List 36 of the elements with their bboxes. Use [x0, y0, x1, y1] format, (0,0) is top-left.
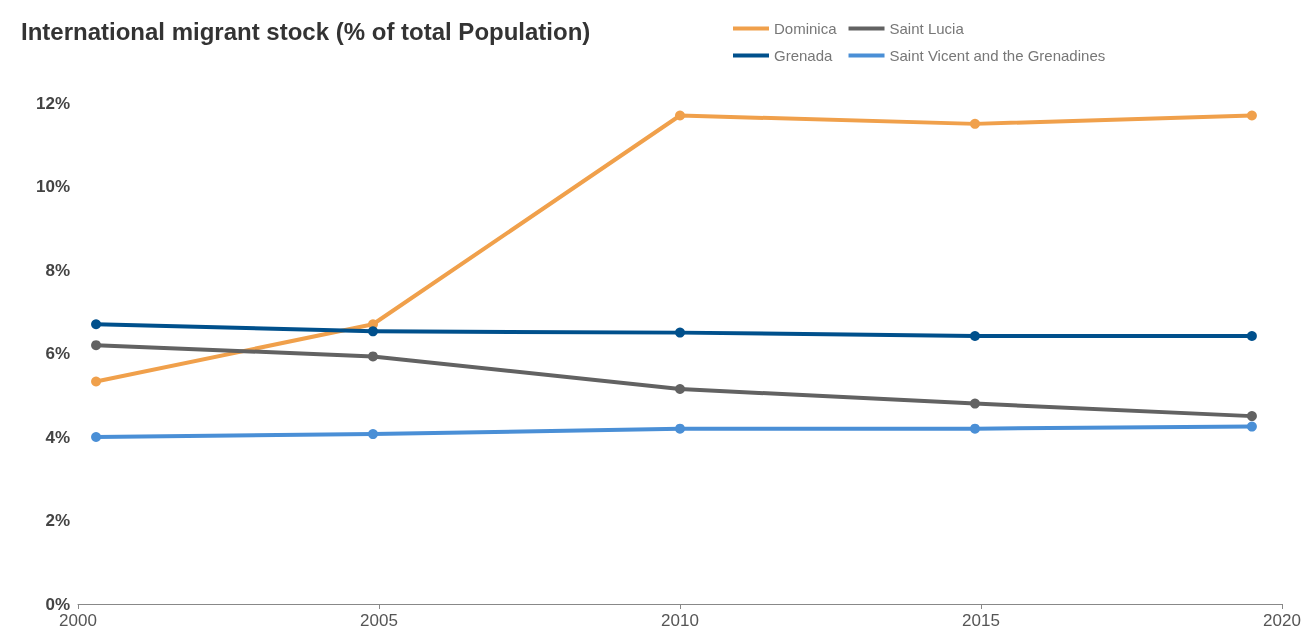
chart-title: International migrant stock (% of total Population): [21, 17, 591, 45]
point: [367, 351, 378, 362]
point: [91, 432, 102, 442]
point: [969, 398, 980, 409]
legend-label: Saint Lucia: [889, 20, 965, 37]
point: [1246, 330, 1257, 341]
point: [969, 118, 980, 129]
x-tick-label: 2020: [1263, 611, 1301, 630]
point: [367, 326, 378, 337]
x-tick-label: 2015: [962, 611, 1000, 630]
x-tick-label: 2005: [360, 611, 398, 630]
point: [675, 383, 685, 394]
point: [91, 376, 102, 387]
y-tick-label: 10%: [35, 177, 70, 196]
point: [367, 429, 378, 440]
y-tick-label: 12%: [35, 93, 70, 113]
point: [1246, 110, 1257, 121]
point: [969, 330, 980, 341]
point: [91, 319, 102, 330]
y-tick-label: 8%: [45, 260, 70, 280]
point: [675, 327, 685, 338]
point: [1246, 411, 1257, 422]
y-tick-label: 0%: [45, 594, 70, 614]
y-tick-label: 6%: [45, 344, 70, 363]
point: [969, 423, 980, 434]
y-tick-label: 4%: [45, 427, 70, 447]
x-tick-label: 2000: [59, 611, 97, 630]
legend-label: Grenada: [774, 47, 834, 64]
x-tick-label: 2010: [661, 611, 699, 630]
point: [91, 340, 102, 351]
point: [1246, 421, 1257, 432]
legend-label: Saint Vicent and the Grenadines: [889, 47, 1106, 64]
point: [675, 423, 685, 434]
legend-label: Dominica: [774, 20, 838, 37]
point: [675, 110, 685, 121]
y-tick-label: 2%: [45, 511, 70, 530]
